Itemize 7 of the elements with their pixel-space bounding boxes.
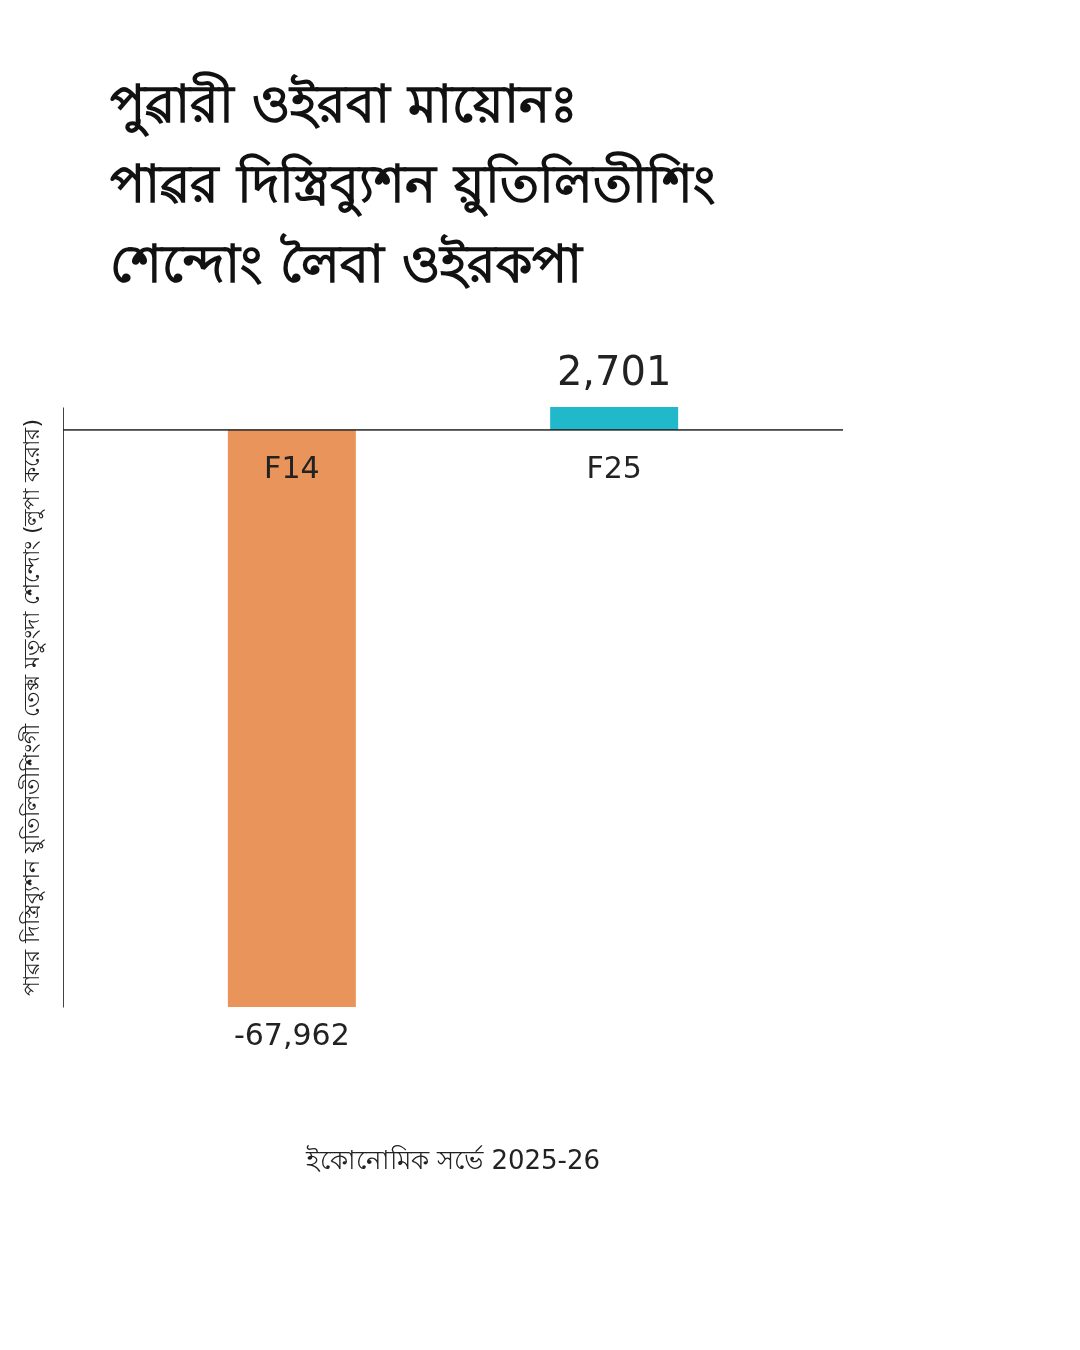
chart-title: পুৱারী ওইরবা মায়োনঃ পাৱর দিস্ত্রিব্যুশন য়ুতিলিতীশিং শেন্দোং লৈবা ওইরকপা [110,71,716,294]
x-tick-label: F14 [264,449,320,485]
y-axis-title: পাৱর দিস্ত্রিব্যুশন য়ুতিলিতীশিংগী তেক্স মতুংদা শেন্দোং (লুপা করোর) [17,418,46,997]
x-tick-label: F25 [586,449,642,485]
text: ইকোনোমিক সর্ভে 2025-26 [304,1145,601,1175]
data-label: 2,701 [556,348,672,394]
data-label: -67,962 [233,1017,350,1052]
